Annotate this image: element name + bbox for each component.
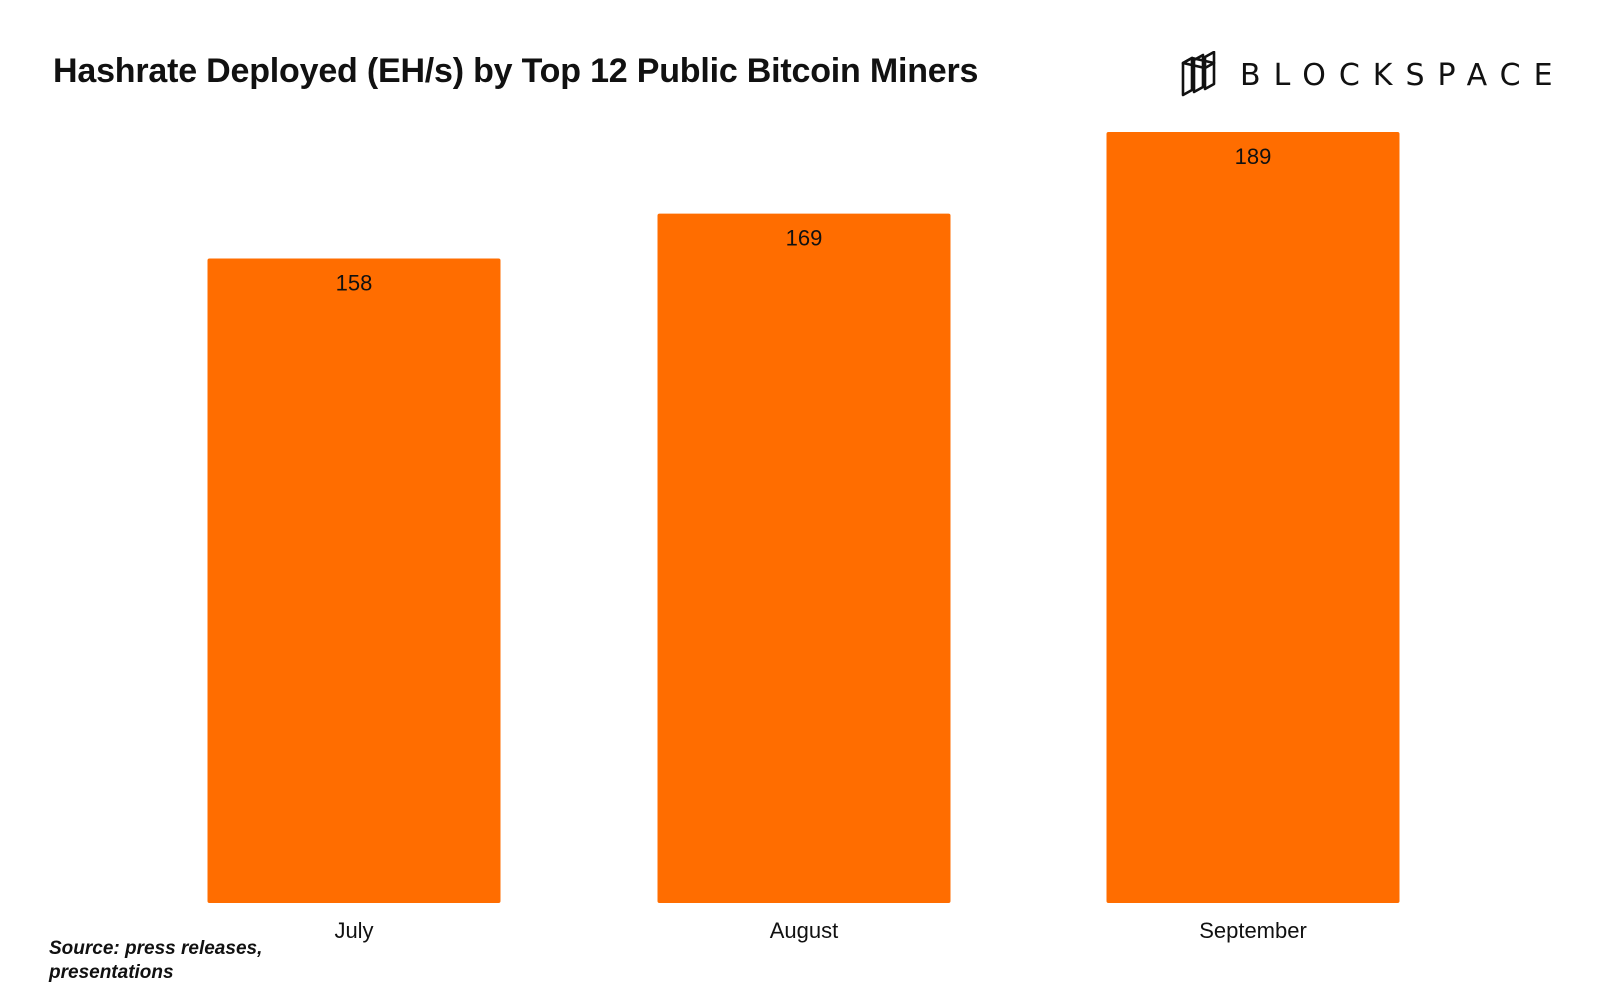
bar-july xyxy=(207,258,501,903)
bar-value-label: 189 xyxy=(1235,144,1272,169)
x-tick-label: August xyxy=(770,918,839,943)
source-note: Source: press releases, presentations xyxy=(49,938,263,983)
x-tick-label: July xyxy=(334,918,373,943)
x-tick-label: September xyxy=(1199,918,1307,943)
bar-august xyxy=(657,213,951,904)
bar-value-label: 158 xyxy=(336,270,373,295)
brand-name: BLOCKSPACE xyxy=(1240,57,1566,93)
bar-september xyxy=(1106,132,1400,903)
stacked-blocks-icon xyxy=(1181,51,1216,97)
brand-logo: BLOCKSPACE xyxy=(1180,50,1566,100)
bar-value-label: 169 xyxy=(786,226,823,251)
chart-title: Hashrate Deployed (EH/s) by Top 12 Publi… xyxy=(53,52,979,90)
